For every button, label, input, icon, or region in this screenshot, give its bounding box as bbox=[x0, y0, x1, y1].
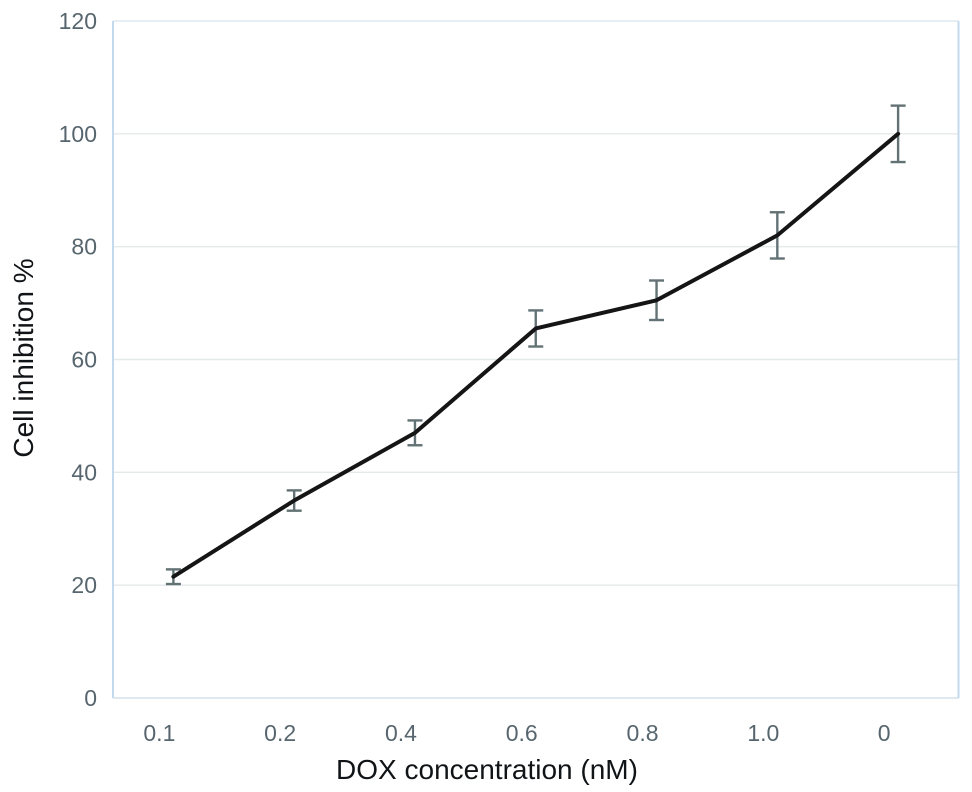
x-tick-label: 1.0 bbox=[747, 720, 779, 746]
x-tick-label: 0.4 bbox=[385, 720, 417, 746]
x-axis-title: DOX concentration (nM) bbox=[336, 754, 638, 785]
x-tick-label: 0.6 bbox=[506, 720, 538, 746]
data-line bbox=[171, 131, 901, 579]
x-tick-label: 0.1 bbox=[143, 720, 175, 746]
x-tick-label: 0 bbox=[878, 720, 891, 746]
y-tick-label: 40 bbox=[71, 459, 97, 485]
y-tick-label: 100 bbox=[59, 121, 97, 147]
y-tick-label: 120 bbox=[59, 8, 97, 34]
x-tick-label: 0.2 bbox=[264, 720, 296, 746]
y-tick-label: 0 bbox=[84, 685, 97, 711]
y-tick-label: 60 bbox=[71, 347, 97, 373]
y-tick-label: 20 bbox=[71, 572, 97, 598]
y-axis-title: Cell inhibition % bbox=[8, 258, 39, 458]
y-tick-label: 80 bbox=[71, 234, 97, 260]
x-tick-label: 0.8 bbox=[627, 720, 659, 746]
